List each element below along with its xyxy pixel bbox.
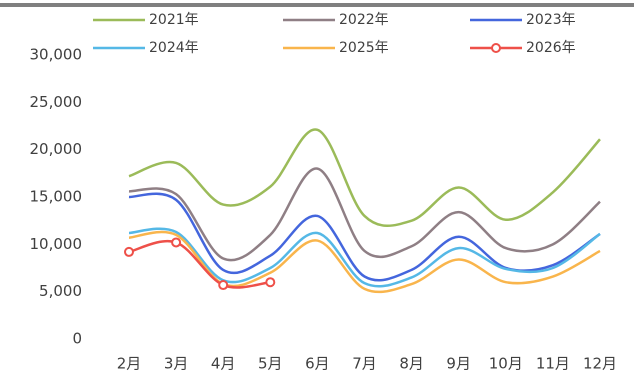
legend-marker [491,43,501,53]
x-tick-label: 10月 [489,355,523,373]
legend-item: 2026年 [470,40,576,56]
marker [265,277,276,288]
x-tick-label: 3月 [164,355,189,373]
legend-label: 2026年 [526,40,576,56]
legend-item: 2025年 [283,40,389,56]
x-tick-label: 6月 [305,355,330,373]
y-tick-label: 0 [72,330,82,348]
legend-item: 2023年 [470,12,576,28]
y-tick-label: 15,000 [30,188,83,206]
legend-item: 2021年 [93,12,199,28]
legend-label: 2021年 [149,12,199,28]
x-tick-label: 9月 [446,355,471,373]
series-line [128,192,601,282]
x-tick-label: 5月 [258,355,283,373]
y-tick-label: 5,000 [39,282,82,300]
y-tick-label: 30,000 [30,46,83,64]
marker [218,280,229,291]
x-tick-label: 7月 [352,355,377,373]
legend-item: 2024年 [93,40,199,56]
legend-label: 2024年 [149,40,199,56]
x-tick-label: 12月 [583,355,617,373]
top-rule [0,3,634,7]
series-line [128,167,601,262]
x-tick-label: 8月 [399,355,424,373]
legend-label: 2023年 [526,12,576,28]
legend-label: 2022年 [339,12,389,28]
y-tick-label: 25,000 [30,93,83,111]
legend-item: 2022年 [283,12,389,28]
x-tick-label: 2月 [117,355,142,373]
marker [171,237,182,248]
series-line [128,239,271,289]
series-line [128,227,601,288]
y-tick-label: 20,000 [30,140,83,158]
marker [124,246,134,257]
x-tick-label: 11月 [536,355,570,373]
series-line [128,128,601,228]
y-tick-label: 10,000 [30,235,83,253]
x-tick-label: 4月 [211,355,236,373]
legend-label: 2025年 [339,40,389,56]
